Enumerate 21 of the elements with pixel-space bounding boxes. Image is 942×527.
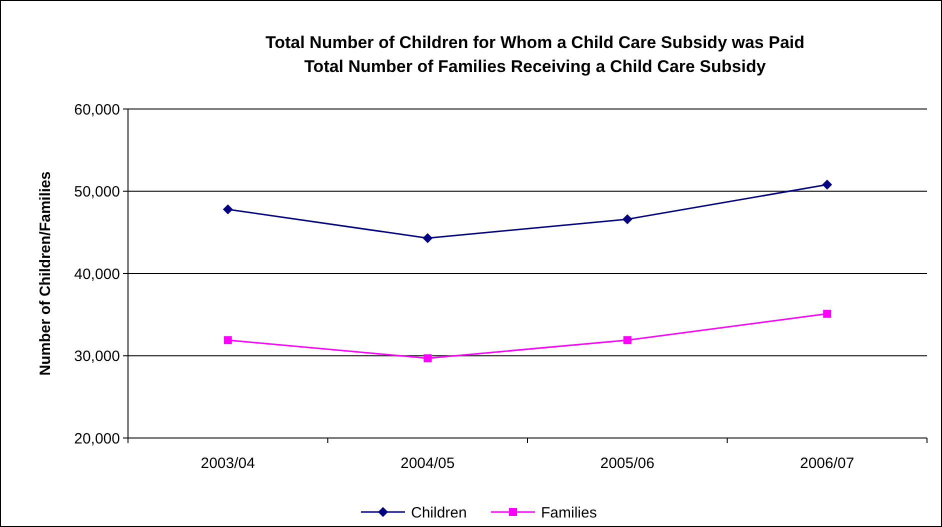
- y-tick-label: 20,000: [74, 430, 120, 448]
- x-tick-label: 2003/04: [200, 455, 255, 472]
- y-tick-label: 50,000: [74, 184, 120, 200]
- point: [224, 336, 232, 344]
- y-axis-title: Number of Children/Families: [37, 171, 54, 376]
- x-tick-label: 2006/07: [800, 455, 854, 472]
- point: [822, 180, 832, 190]
- point: [622, 214, 632, 224]
- point: [823, 310, 832, 318]
- y-tick-label: 60,000: [74, 101, 120, 118]
- x-tick-label: 2004/05: [400, 455, 455, 472]
- legend-label: Families: [541, 504, 597, 522]
- y-tick-label: 40,000: [74, 266, 120, 283]
- x-tick-label: 2005/06: [600, 455, 654, 472]
- point: [222, 204, 233, 214]
- chart-title: Total Number of Children for Whom a Child Care Subsidy was Paid Total Number of Families Receiving a Child Care Subsidy: [265, 33, 805, 76]
- y-tick-label: 30,000: [74, 348, 120, 365]
- legend-label: Children: [411, 504, 467, 522]
- point: [623, 336, 632, 344]
- point: [424, 354, 432, 362]
- point: [422, 233, 433, 244]
